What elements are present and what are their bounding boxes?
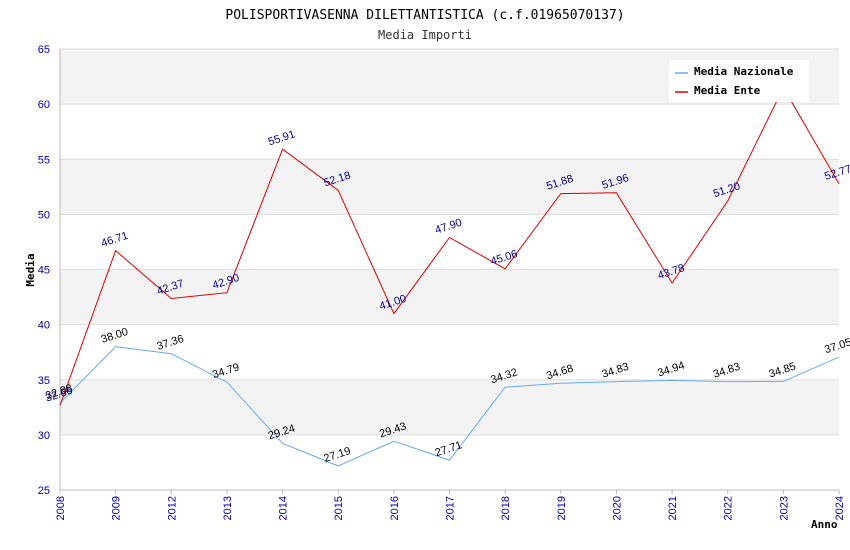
x-tick-label: 2022: [723, 496, 735, 520]
x-tick-label: 2012: [166, 496, 178, 520]
x-tick-label: 2018: [500, 496, 512, 520]
series-line-ente: [59, 86, 840, 406]
x-tick-label: 2024: [834, 496, 846, 520]
x-tick-label: 2021: [667, 496, 679, 520]
x-tick-label: 2023: [778, 496, 790, 520]
x-tick-label: 2009: [111, 496, 123, 520]
x-tick-label: 2017: [445, 496, 457, 520]
plot-band: [60, 379, 839, 435]
y-tick-label: 35: [38, 375, 50, 387]
series-lines: [59, 86, 840, 467]
plot-band: [60, 104, 839, 160]
chart-title: POLISPORTIVASENNA DILETTANTISTICA (c.f.0…: [225, 8, 624, 23]
x-tick-label: 2016: [389, 496, 401, 520]
plot-band: [60, 214, 839, 270]
x-axis-title: Anno: [811, 518, 838, 531]
legend: Media Nazionale Media Ente: [669, 60, 809, 102]
x-tick-label: 2013: [222, 496, 234, 520]
axes: 25 30 35 40 45 50 55 60 65 2008 2009 2012 2013 2014 20…: [38, 44, 846, 520]
plot-band: [60, 434, 839, 490]
x-tick-label: 2019: [556, 496, 568, 520]
plot-band: [60, 269, 839, 325]
y-tick-label: 50: [38, 209, 50, 221]
plot-bands: [60, 49, 839, 490]
x-tick-label: 2014: [278, 496, 290, 520]
y-tick-label: 25: [38, 485, 50, 497]
y-tick-label: 45: [38, 265, 50, 277]
y-tick-label: 30: [38, 430, 50, 442]
y-tick-label: 60: [38, 99, 50, 111]
legend-label-ente: Media Ente: [694, 84, 761, 97]
x-tick-label: 2020: [611, 496, 623, 520]
y-tick-label: 65: [38, 44, 50, 56]
legend-label-nazionale: Media Nazionale: [694, 65, 794, 78]
x-tick-label: 2008: [55, 496, 67, 520]
legend-box: [669, 60, 809, 102]
y-axis-title: Media: [24, 253, 37, 286]
x-tick-label: 2015: [333, 496, 345, 520]
series-line-nazionale: [59, 346, 840, 467]
plot-band: [60, 159, 839, 215]
chart-subtitle: Media Importi: [378, 28, 472, 42]
y-tick-label: 55: [38, 154, 50, 166]
y-tick-label: 40: [38, 320, 50, 332]
plot-band: [60, 324, 839, 380]
